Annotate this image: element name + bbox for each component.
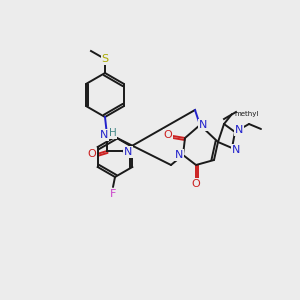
Text: F: F — [110, 189, 116, 199]
Text: O: O — [192, 179, 200, 189]
Text: O: O — [88, 149, 96, 159]
Text: methyl: methyl — [234, 111, 258, 117]
Text: O: O — [164, 130, 172, 140]
Text: N: N — [199, 120, 207, 130]
Text: N: N — [235, 125, 243, 135]
Text: N: N — [124, 147, 132, 157]
Text: N: N — [175, 150, 183, 160]
Text: S: S — [101, 54, 109, 64]
Text: N: N — [100, 130, 108, 140]
Text: N: N — [232, 145, 240, 155]
Text: H: H — [109, 128, 117, 138]
